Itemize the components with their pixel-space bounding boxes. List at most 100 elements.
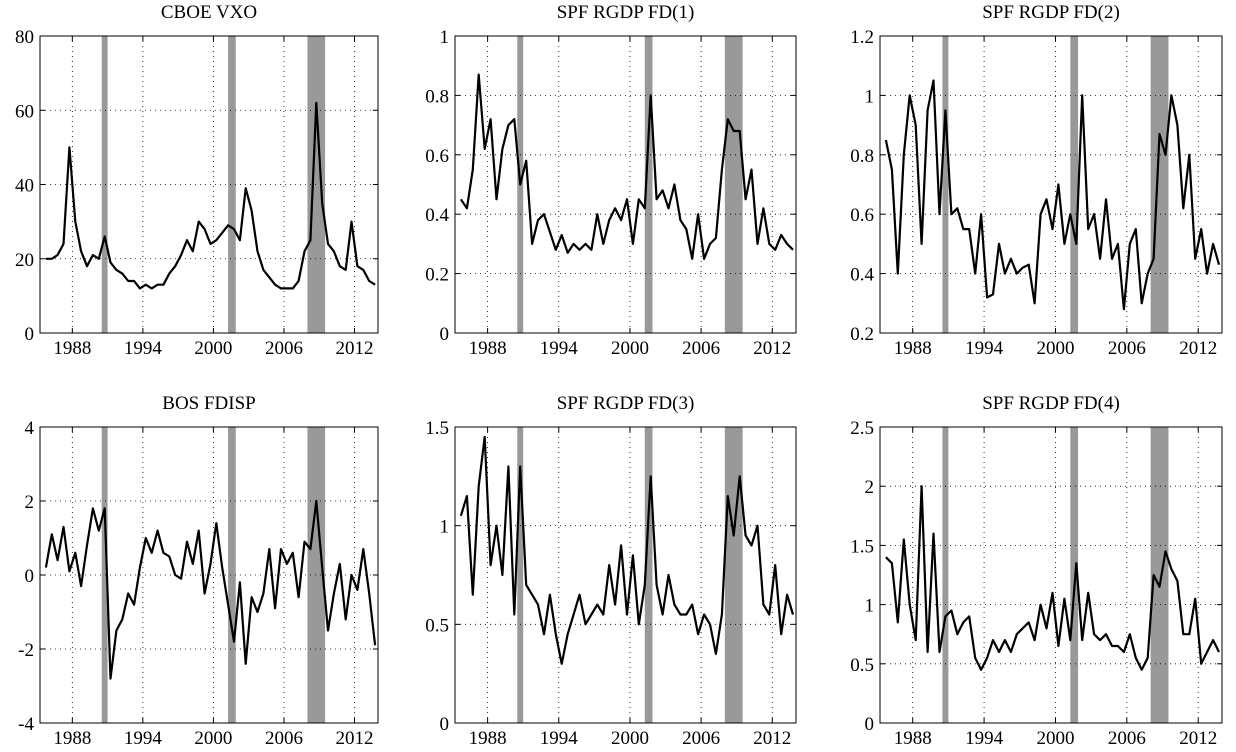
y-tick-label: 1.5 <box>850 536 874 557</box>
x-tick-label: 1994 <box>965 338 1004 359</box>
y-tick-label: 0.2 <box>850 324 874 345</box>
panel: SPF RGDP FD(3) 1988 1994 2000 2006 2012 0 0.5 1 1… <box>425 393 797 749</box>
x-tick-label: 1988 <box>53 338 91 359</box>
y-tick-label: -2 <box>18 640 34 661</box>
y-tick-label: 1 <box>440 517 450 538</box>
y-tick-label: 60 <box>15 101 34 122</box>
recession-band <box>942 427 949 723</box>
y-tick-label: 0.4 <box>850 265 874 286</box>
y-tick-label: 80 <box>15 27 34 48</box>
plot-frame <box>39 426 379 724</box>
x-tick-label: 1988 <box>53 728 91 749</box>
x-tick-label: 2000 <box>194 728 232 749</box>
x-tick-label: 2012 <box>1179 728 1217 749</box>
x-tick-label: 2006 <box>1108 728 1146 749</box>
x-tick-label: 1994 <box>965 728 1004 749</box>
recession-band <box>517 427 524 723</box>
x-tick-label: 2012 <box>753 338 791 359</box>
y-tick-label: 0.6 <box>425 146 449 167</box>
x-tick-label: 2000 <box>1036 728 1074 749</box>
y-tick-label: 0.6 <box>850 205 874 226</box>
panel-title: SPF RGDP FD(1) <box>557 2 695 23</box>
panel-title: SPF RGDP FD(3) <box>557 393 695 414</box>
panel: SPF RGDP FD(1) 1988 1994 2000 2006 2012 0 0.2 0.… <box>425 2 797 359</box>
series-line <box>884 79 1221 311</box>
recession-band <box>724 427 743 723</box>
series-line <box>45 101 376 290</box>
series-line <box>459 435 795 665</box>
y-tick-label: 20 <box>15 250 34 271</box>
x-tick-label: 2000 <box>1036 338 1074 359</box>
recession-band <box>724 36 743 333</box>
y-tick-label: 0.8 <box>425 86 449 107</box>
x-tick-label: 1994 <box>124 338 163 359</box>
plot-frame <box>39 35 379 334</box>
x-tick-label: 1994 <box>540 338 579 359</box>
x-tick-label: 1994 <box>124 728 163 749</box>
recession-band <box>644 427 653 723</box>
y-tick-label: 0 <box>25 324 35 345</box>
x-tick-label: 1988 <box>894 728 932 749</box>
x-tick-label: 2012 <box>335 338 373 359</box>
y-tick-label: 0.4 <box>425 205 449 226</box>
x-tick-label: 2006 <box>1108 338 1146 359</box>
series-line <box>459 73 794 260</box>
recession-band <box>228 427 236 723</box>
y-tick-label: 1 <box>865 596 875 617</box>
y-tick-label: 4 <box>25 418 35 439</box>
plot-frame <box>879 35 1223 334</box>
x-tick-label: 2006 <box>682 728 720 749</box>
recession-band <box>101 36 108 333</box>
plot-frame <box>454 426 797 724</box>
x-tick-label: 1988 <box>894 338 932 359</box>
y-tick-label: 0.2 <box>425 265 449 286</box>
y-tick-label: 0.8 <box>850 146 874 167</box>
recession-band <box>644 36 653 333</box>
y-tick-label: 0 <box>25 566 35 587</box>
y-tick-label: 0.5 <box>850 655 874 676</box>
y-tick-label: 0 <box>440 324 450 345</box>
recession-band <box>228 36 236 333</box>
y-tick-label: 1.2 <box>850 27 874 48</box>
y-tick-label: 40 <box>15 176 34 197</box>
y-tick-label: 1.5 <box>425 418 449 439</box>
x-tick-label: 1994 <box>540 728 579 749</box>
plot-frame <box>879 426 1223 724</box>
y-tick-label: 0 <box>440 714 450 735</box>
x-tick-label: 1988 <box>469 728 507 749</box>
series-line <box>885 485 1220 671</box>
series-line <box>44 499 377 680</box>
x-tick-label: 2000 <box>611 338 649 359</box>
y-tick-label: -4 <box>18 714 34 735</box>
x-tick-label: 2000 <box>611 728 649 749</box>
panel: SPF RGDP FD(4) 1988 1994 2000 2006 2012 0 0.5 1 1… <box>850 393 1223 749</box>
y-tick-label: 1 <box>865 86 875 107</box>
y-tick-label: 1 <box>440 27 450 48</box>
x-tick-label: 2012 <box>335 728 373 749</box>
recession-band <box>942 36 949 333</box>
recession-band <box>1070 36 1079 333</box>
recession-band <box>1150 36 1169 333</box>
x-tick-label: 2006 <box>265 728 303 749</box>
y-tick-label: 2.5 <box>850 418 874 439</box>
x-tick-label: 2012 <box>753 728 791 749</box>
x-tick-label: 2000 <box>194 338 232 359</box>
panel-title: CBOE VXO <box>161 2 257 23</box>
panel-title: SPF RGDP FD(2) <box>982 2 1120 23</box>
recession-band <box>1150 427 1169 723</box>
x-tick-label: 2006 <box>265 338 303 359</box>
y-tick-label: 2 <box>865 477 875 498</box>
x-tick-label: 2012 <box>1179 338 1217 359</box>
panel: BOS FDISP 1988 1994 2000 2006 2012 -4 -2 0 2 4 <box>18 393 379 749</box>
y-tick-label: 2 <box>25 492 35 513</box>
x-tick-label: 1988 <box>469 338 507 359</box>
recession-band <box>101 427 108 723</box>
y-tick-label: 0 <box>865 714 875 735</box>
x-tick-label: 2006 <box>682 338 720 359</box>
panel-title: BOS FDISP <box>162 393 255 414</box>
y-tick-label: 0.5 <box>425 615 449 636</box>
panel-title: SPF RGDP FD(4) <box>982 393 1120 414</box>
plot-frame <box>454 35 797 334</box>
